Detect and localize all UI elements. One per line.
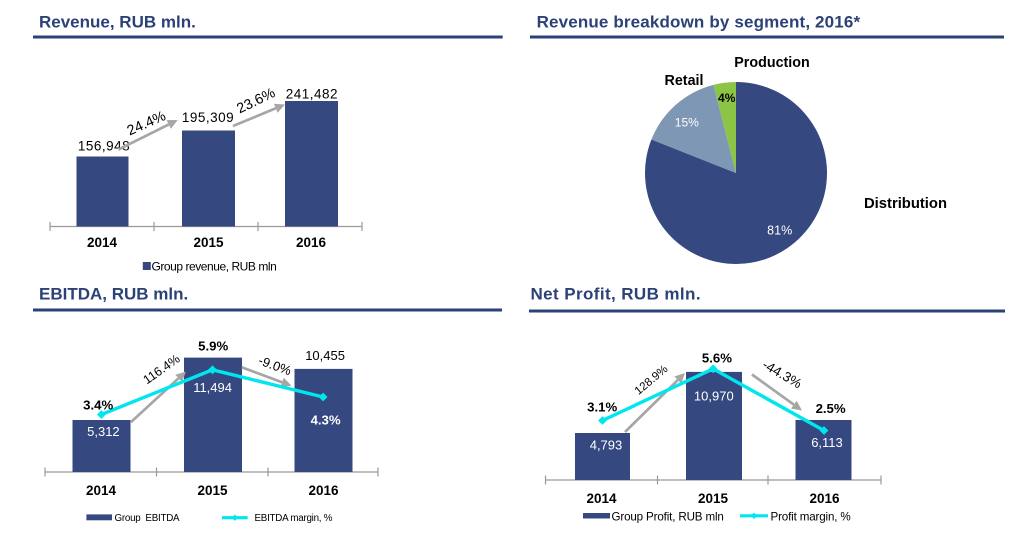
svg-text:15%: 15% [675, 115, 699, 129]
svg-text:2015: 2015 [193, 235, 224, 250]
svg-text:2016: 2016 [809, 491, 840, 506]
svg-text:81%: 81% [767, 224, 792, 238]
svg-text:Group revenue, RUB mln: Group revenue, RUB mln [152, 260, 277, 274]
svg-text:5,312: 5,312 [87, 424, 120, 439]
svg-text:Revenue, RUB mln.: Revenue, RUB mln. [39, 12, 196, 31]
svg-text:2014: 2014 [586, 491, 617, 506]
svg-text:4,793: 4,793 [590, 438, 623, 453]
svg-text:2014: 2014 [87, 235, 118, 250]
svg-text:241,482: 241,482 [286, 86, 338, 101]
svg-text:11,494: 11,494 [193, 380, 232, 395]
svg-text:156,948: 156,948 [78, 139, 130, 154]
svg-text:EBITDA, RUB mln.: EBITDA, RUB mln. [39, 285, 188, 304]
svg-text:Production: Production [734, 55, 809, 71]
svg-text:3.4%: 3.4% [83, 398, 113, 413]
svg-text:10,455: 10,455 [305, 348, 345, 363]
svg-text:Net Profit, RUB mln.: Net Profit, RUB mln. [531, 285, 701, 304]
svg-text:Group Profit, RUB mln: Group Profit, RUB mln [612, 510, 724, 523]
svg-text:2015: 2015 [197, 483, 228, 498]
svg-text:5.6%: 5.6% [702, 351, 732, 366]
svg-text:Group EBITDA: Group EBITDA [115, 513, 181, 524]
svg-text:2.5%: 2.5% [816, 401, 846, 416]
svg-text:2016: 2016 [296, 235, 327, 250]
svg-text:4.3%: 4.3% [311, 413, 341, 428]
svg-text:Revenue breakdown by segment,: Revenue breakdown by segment, 2016* [537, 12, 861, 31]
svg-text:3.1%: 3.1% [587, 399, 617, 414]
svg-text:10,970: 10,970 [694, 388, 734, 403]
svg-text:5.9%: 5.9% [198, 339, 228, 354]
svg-text:2016: 2016 [308, 483, 339, 498]
svg-text:EBITDA margin, %: EBITDA margin, % [255, 513, 333, 524]
svg-text:Retail: Retail [665, 73, 704, 89]
svg-text:Profit margin, %: Profit margin, % [771, 510, 851, 523]
svg-text:4%: 4% [718, 91, 736, 105]
svg-text:2014: 2014 [86, 483, 117, 498]
svg-text:Distribution: Distribution [864, 196, 947, 212]
svg-text:6,113: 6,113 [811, 435, 843, 450]
svg-text:195,309: 195,309 [182, 110, 234, 125]
svg-text:2015: 2015 [698, 491, 729, 506]
